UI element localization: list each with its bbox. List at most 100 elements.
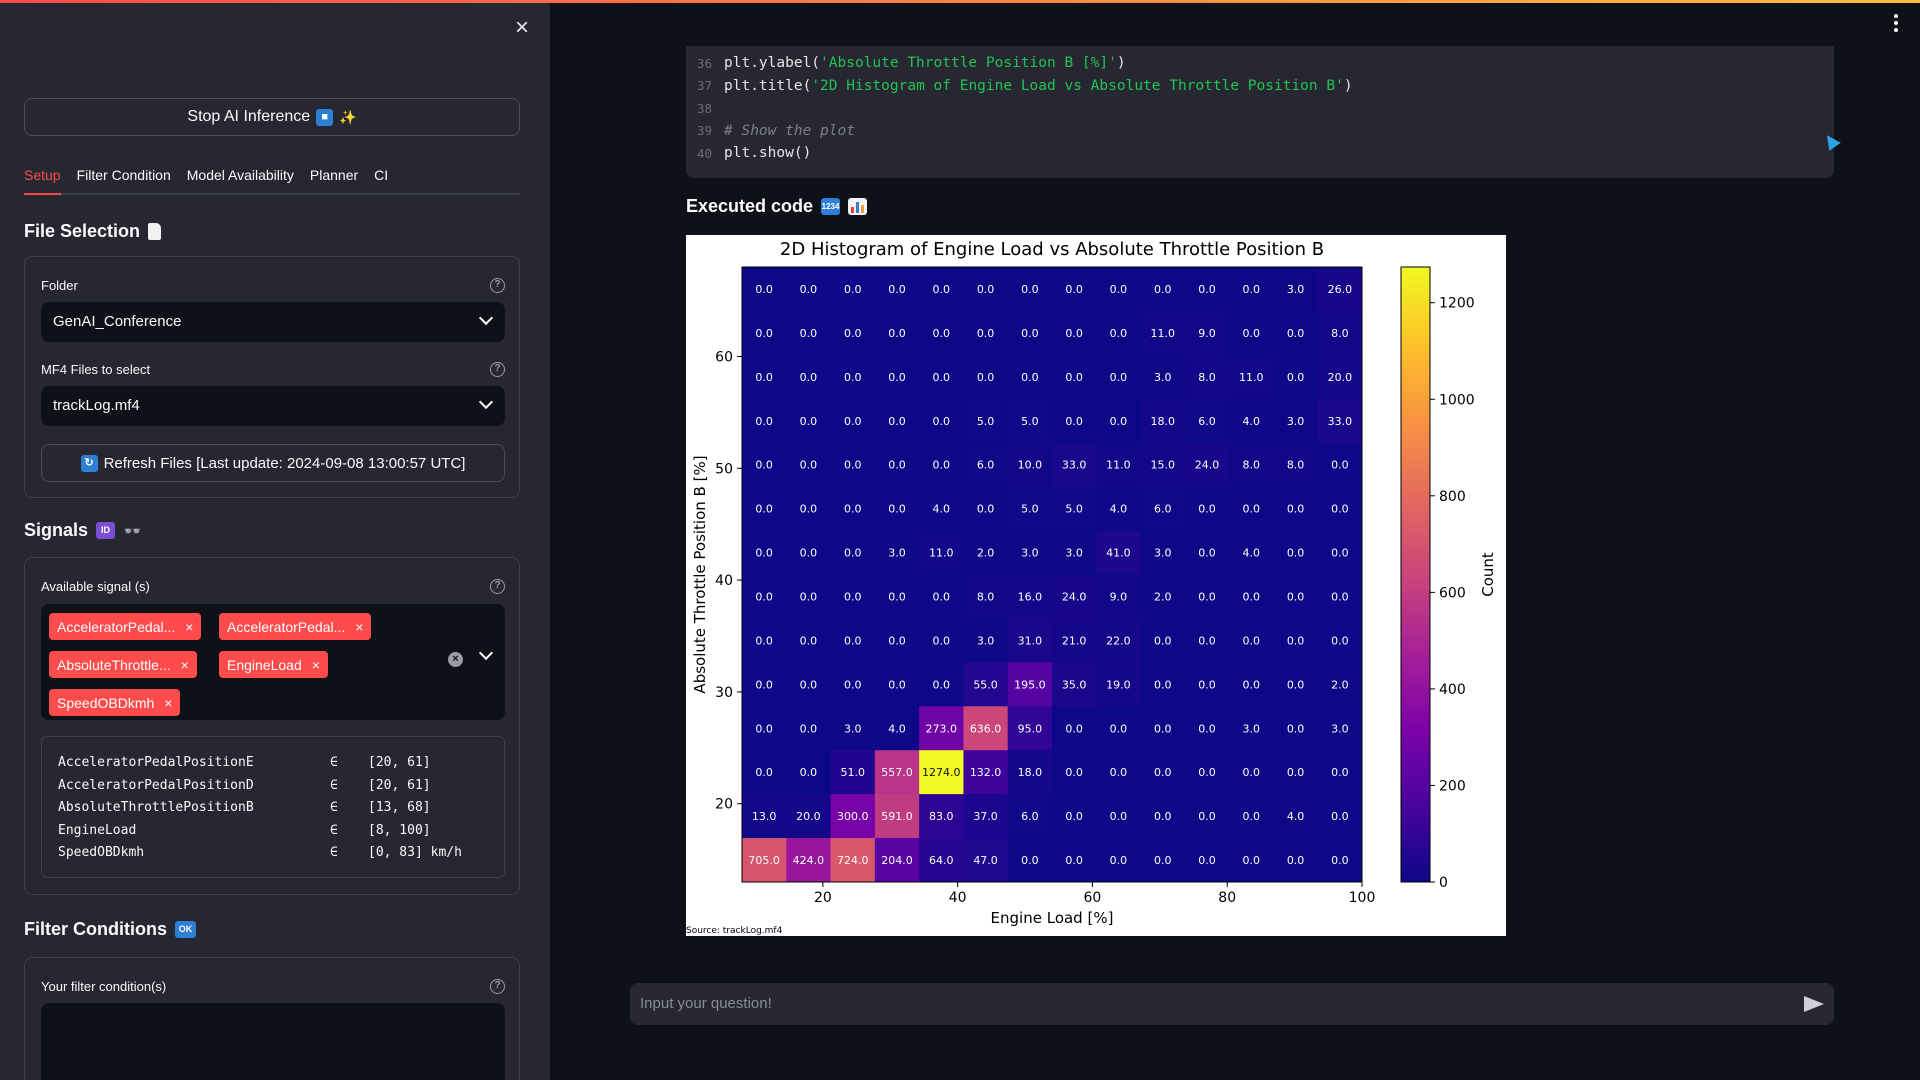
signal-range-range: [20, 61] [368, 777, 431, 793]
signal-range-symbol: ∈ [330, 845, 338, 860]
refresh-files-button[interactable]: ↻ Refresh Files [Last update: 2024-09-08… [41, 444, 505, 482]
cell-label: 0.0 [1110, 283, 1128, 296]
heatmap-cell [786, 574, 832, 619]
folder-help-icon[interactable]: ? [490, 278, 505, 293]
mf4-file-select[interactable]: trackLog.mf4 [41, 386, 505, 426]
heatmap-cell [874, 618, 920, 663]
signal-chip[interactable]: EngineLoad × [219, 651, 328, 678]
heatmap-cell [830, 530, 876, 575]
heatmap-cell [830, 398, 876, 444]
signal-range-unit: km/h [422, 845, 462, 860]
remove-chip-icon[interactable]: × [180, 656, 189, 673]
heatmap-cell [963, 398, 1009, 444]
remove-chip-icon[interactable]: × [311, 656, 320, 673]
colorbar-label: Count [1479, 552, 1497, 597]
send-icon[interactable] [1804, 996, 1824, 1012]
signal-chip[interactable]: AcceleratorPedal... × [49, 613, 202, 640]
mf4-help-icon[interactable]: ? [490, 362, 505, 377]
more-options-icon[interactable] [1894, 14, 1898, 32]
heatmap-cell [786, 706, 832, 751]
tab-filter-condition[interactable]: Filter Condition [76, 167, 171, 183]
clear-all-icon[interactable]: × [448, 652, 463, 667]
signal-chip[interactable]: AcceleratorPedal... × [219, 613, 372, 640]
cell-label: 0.0 [800, 590, 818, 603]
filter-condition-textarea[interactable] [41, 1003, 505, 1080]
heatmap-cell [1096, 574, 1142, 619]
cell-label: 5.0 [1065, 503, 1083, 516]
stop-button-label: Stop AI Inference [187, 108, 311, 125]
cell-label: 0.0 [755, 327, 773, 340]
cell-label: 0.0 [1021, 327, 1039, 340]
cell-label: 0.0 [1021, 283, 1039, 296]
bar-chart-icon [848, 198, 868, 215]
heatmap-cell [963, 442, 1009, 488]
cell-label: 0.0 [1287, 371, 1305, 384]
cell-label: 0.0 [1110, 854, 1128, 867]
close-sidebar-icon[interactable]: × [514, 14, 529, 41]
remove-chip-icon[interactable]: × [355, 618, 364, 635]
heatmap-cell [1007, 530, 1053, 575]
filter-help-icon[interactable]: ? [490, 979, 505, 994]
heatmap-cell [874, 442, 920, 488]
signals-multiselect[interactable]: AcceleratorPedal... × AcceleratorPedal...… [41, 604, 505, 720]
cell-label: 0.0 [1065, 371, 1083, 384]
heatmap-cell [1273, 794, 1319, 839]
y-tick-label: 60 [715, 349, 733, 365]
cell-label: 15.0 [1150, 459, 1175, 472]
heatmap-cell [1317, 662, 1363, 707]
cell-label: 0.0 [888, 327, 906, 340]
filter-conditions-box: Your filter condition(s) ? [24, 957, 520, 1080]
cell-label: 0.0 [1287, 766, 1305, 779]
heatmap-cell [1317, 442, 1363, 488]
cell-label: 2.0 [1154, 590, 1172, 603]
signals-help-icon[interactable]: ? [490, 579, 505, 594]
ok-badge: OK [175, 921, 196, 938]
heatmap-cell [1317, 794, 1363, 839]
cell-label: 0.0 [844, 327, 862, 340]
cell-label: 0.0 [1154, 766, 1172, 779]
heatmap-cell [874, 574, 920, 619]
tab-ci[interactable]: CI [374, 167, 389, 183]
signal-chip[interactable]: SpeedOBDkmh × [49, 689, 181, 716]
cell-label: 0.0 [800, 371, 818, 384]
cell-label: 0.0 [844, 678, 862, 691]
folder-select[interactable]: GenAI_Conference [41, 302, 505, 342]
code-token: plt.ylabel( [724, 55, 821, 72]
chat-input[interactable]: Input your question! [630, 983, 1834, 1025]
heatmap-cell [1317, 486, 1363, 532]
heatmap-cell [1229, 354, 1274, 400]
cell-label: 636.0 [970, 722, 1002, 735]
chevron-down-icon[interactable] [478, 645, 494, 661]
cell-label: 5.0 [1021, 503, 1039, 516]
cell-label: 0.0 [888, 590, 906, 603]
cell-label: 0.0 [977, 327, 995, 340]
remove-chip-icon[interactable]: × [185, 618, 194, 635]
cell-label: 31.0 [1018, 634, 1043, 647]
signal-range-range: [13, 68] [368, 800, 431, 815]
plot-frame [741, 266, 1363, 883]
signal-chip[interactable]: AbsoluteThrottle... × [49, 651, 197, 678]
tab-model-availability[interactable]: Model Availability [186, 167, 294, 183]
cell-label: 0.0 [933, 459, 951, 472]
cell-label: 0.0 [800, 283, 818, 296]
heatmap-cell [830, 706, 876, 751]
cell-label: 0.0 [755, 283, 773, 296]
cell-label: 1274.0 [922, 766, 961, 779]
heatmap-cell [1140, 794, 1186, 839]
cell-label: 3.0 [1331, 722, 1349, 735]
cell-label: 0.0 [755, 503, 773, 516]
cell-label: 0.0 [1243, 503, 1261, 516]
cell-label: 0.0 [800, 459, 818, 472]
remove-chip-icon[interactable]: × [164, 694, 173, 711]
stop-ai-inference-button[interactable]: Stop AI Inference ■ ✨ [24, 98, 520, 136]
colorbar-tick-label: 1200 [1439, 296, 1475, 312]
tab-planner[interactable]: Planner [309, 167, 359, 183]
heatmap-cell [1052, 618, 1097, 663]
code-line: 39 # Show the plot [686, 120, 1834, 143]
chart-source-note: Source: trackLog.mf4 [686, 926, 783, 936]
cell-label: 18.0 [1018, 766, 1043, 779]
heatmap-cell [1273, 354, 1319, 400]
tab-setup[interactable]: Setup [24, 163, 61, 195]
heatmap-cell [830, 486, 876, 532]
cell-label: 0.0 [1154, 854, 1172, 867]
